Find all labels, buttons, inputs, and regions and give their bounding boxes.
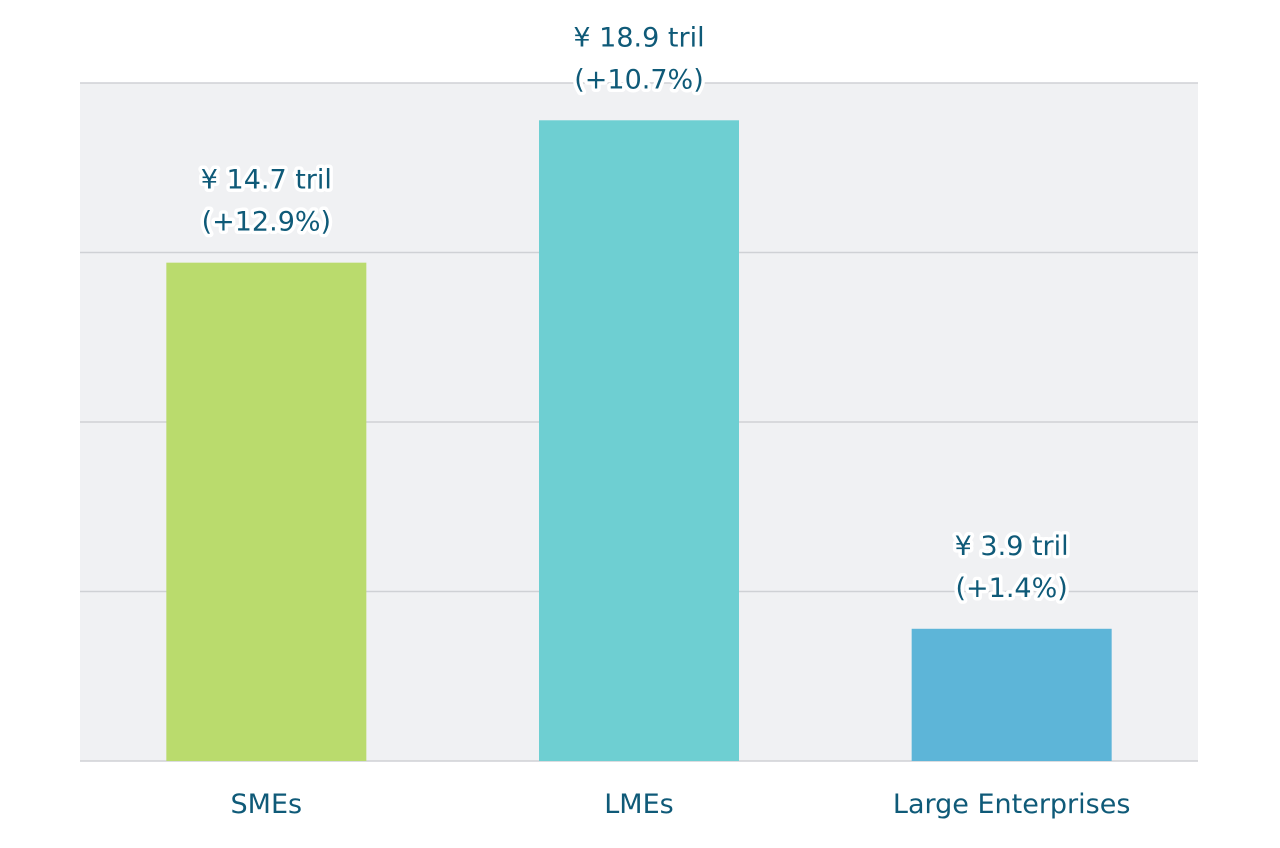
change-label: (+10.7%) [574,64,703,95]
change-label: (+12.9%) [202,207,331,238]
value-label: ¥ 14.7 tril [201,165,332,196]
value-label: ¥ 3.9 tril [955,531,1069,562]
category-tick-label: LMEs [604,789,673,820]
value-label: ¥ 18.9 tril [573,22,704,53]
bar-smes [166,262,367,761]
change-label: (+1.4%) [956,573,1068,604]
category-tick-label: Large Enterprises [893,789,1131,820]
bar-lmes [539,120,739,762]
category-tick-label: SMEs [231,789,303,820]
bar-large-enterprises [911,628,1112,761]
